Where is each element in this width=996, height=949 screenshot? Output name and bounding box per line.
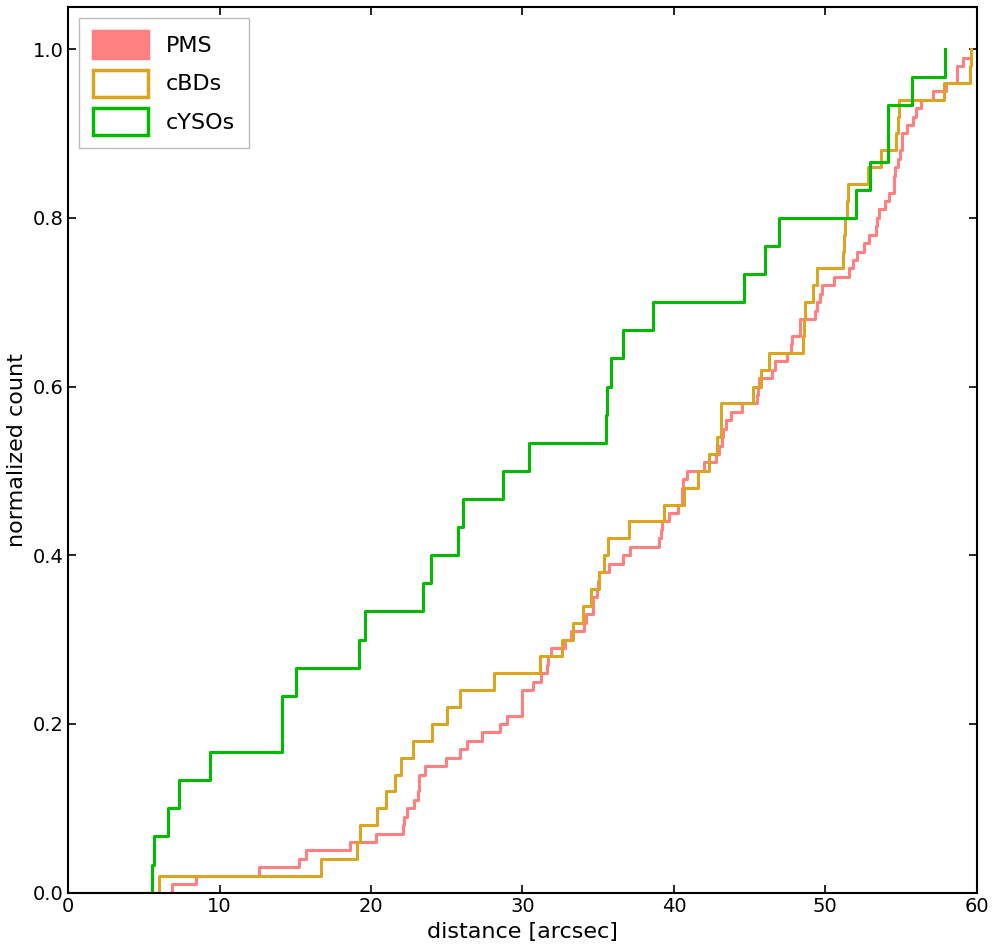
Y-axis label: normalized count: normalized count — [7, 353, 27, 547]
X-axis label: distance [arcsec]: distance [arcsec] — [427, 922, 618, 942]
Legend: PMS, cBDs, cYSOs: PMS, cBDs, cYSOs — [80, 18, 249, 148]
